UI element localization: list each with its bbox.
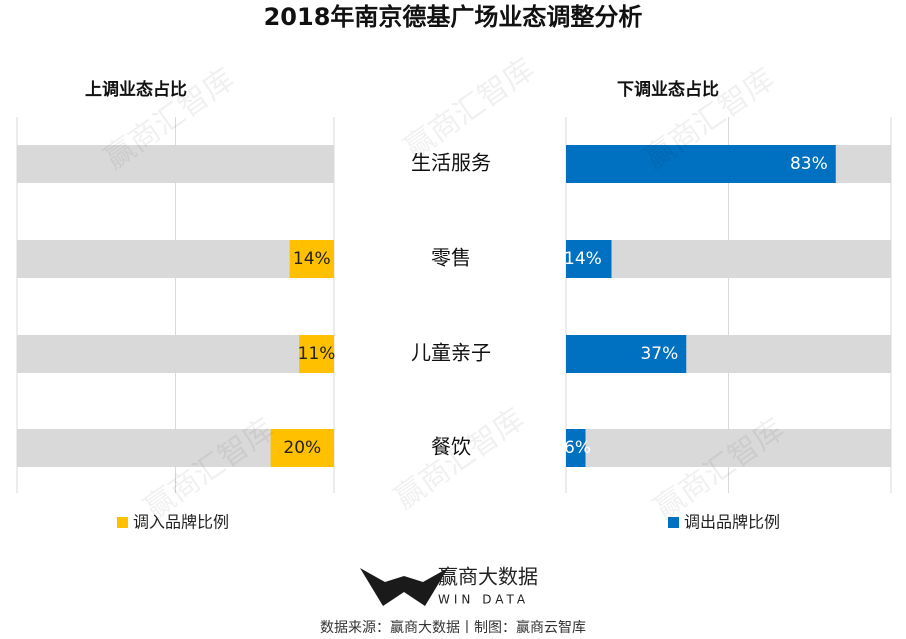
watermark: 赢商汇智库 (398, 52, 541, 167)
legend-swatch (117, 517, 128, 528)
panel-title: 上调业态占比 (85, 79, 187, 100)
category-label: 儿童亲子 (411, 341, 491, 365)
bar (289, 240, 334, 278)
legend-swatch (668, 517, 679, 528)
bar (299, 335, 334, 373)
category-label: 零售 (431, 246, 471, 270)
bar (270, 429, 334, 467)
logo: 赢商大数据 WIN DATA (360, 565, 538, 607)
value-label: 83% (790, 154, 828, 174)
category-label: 生活服务 (411, 151, 491, 175)
category-label: 餐饮 (431, 435, 471, 459)
plot: 上调业态占比 14% 11% 20% 调入品牌比例 下调业态占比 83% 14% 37% 6% 调出… (16, 79, 892, 532)
bar (566, 240, 612, 278)
value-label: 20% (283, 438, 321, 458)
bar (566, 429, 586, 467)
panel-title: 下调业态占比 (617, 79, 719, 100)
chart-title: 2018年南京德基广场业态调整分析 (264, 3, 643, 31)
value-label: 11% (298, 344, 336, 364)
watermark: 赢商汇智库 (388, 402, 531, 517)
source: 数据来源：赢商大数据丨制图：赢商云智库 (320, 619, 586, 636)
value-label: 6% (564, 438, 591, 458)
bar (566, 335, 687, 373)
bar (566, 145, 836, 183)
logo-sub: WIN DATA (438, 593, 529, 607)
legend-label: 调入品牌比例 (133, 513, 229, 532)
legend-label: 调出品牌比例 (684, 513, 780, 532)
logo-name: 赢商大数据 (438, 565, 538, 589)
value-label: 37% (640, 344, 678, 364)
value-label: 14% (564, 249, 602, 269)
logo-mark (360, 568, 448, 606)
value-label: 14% (293, 249, 331, 269)
